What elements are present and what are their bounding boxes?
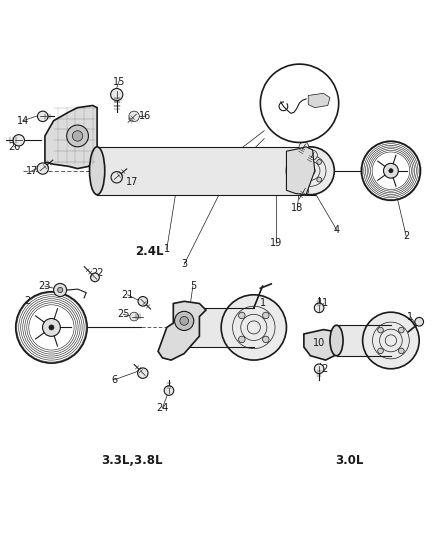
Circle shape (378, 327, 383, 333)
Circle shape (399, 348, 404, 354)
Text: 3.0L: 3.0L (336, 454, 364, 467)
Ellipse shape (330, 325, 343, 356)
Text: 2: 2 (403, 231, 409, 241)
Circle shape (38, 111, 48, 122)
Circle shape (138, 368, 148, 378)
Circle shape (314, 364, 324, 374)
Circle shape (286, 147, 334, 195)
Circle shape (13, 135, 25, 146)
Circle shape (129, 111, 139, 122)
Bar (97, 147, 315, 195)
Text: 12: 12 (317, 364, 330, 374)
Text: 2.4L: 2.4L (135, 245, 164, 258)
Circle shape (262, 336, 269, 343)
Circle shape (53, 284, 67, 296)
Polygon shape (45, 106, 97, 168)
Text: 16: 16 (139, 111, 151, 122)
Bar (176, 308, 254, 347)
Text: 1: 1 (164, 244, 170, 254)
Circle shape (363, 312, 419, 369)
Text: 15: 15 (113, 77, 125, 86)
Circle shape (308, 150, 318, 160)
Text: 14: 14 (17, 116, 29, 126)
Circle shape (378, 348, 383, 354)
Circle shape (138, 296, 148, 306)
Circle shape (319, 92, 325, 99)
Text: 20: 20 (8, 142, 21, 152)
Circle shape (130, 312, 138, 321)
Circle shape (399, 327, 404, 333)
Circle shape (317, 159, 321, 164)
Polygon shape (286, 147, 315, 195)
Circle shape (262, 312, 269, 319)
Circle shape (175, 311, 194, 330)
Text: 19: 19 (269, 238, 282, 247)
Circle shape (67, 125, 88, 147)
Circle shape (180, 317, 188, 325)
Circle shape (221, 295, 286, 360)
Circle shape (239, 312, 245, 319)
Circle shape (299, 142, 309, 151)
Text: 9: 9 (294, 72, 300, 82)
Polygon shape (158, 301, 206, 360)
Text: 9: 9 (294, 72, 300, 82)
Circle shape (299, 159, 304, 164)
Circle shape (57, 287, 63, 293)
Text: 3.3L,3.8L: 3.3L,3.8L (101, 454, 162, 467)
Circle shape (239, 336, 245, 343)
Text: 3: 3 (181, 260, 187, 269)
Text: 4: 4 (333, 224, 339, 235)
Text: 10: 10 (313, 338, 325, 348)
Circle shape (49, 325, 54, 330)
Text: 21: 21 (121, 290, 134, 300)
Circle shape (299, 177, 304, 182)
Circle shape (317, 177, 321, 182)
Circle shape (37, 163, 48, 174)
Circle shape (91, 273, 99, 282)
Circle shape (384, 163, 398, 178)
Text: 17: 17 (126, 176, 138, 187)
Circle shape (299, 186, 309, 196)
Circle shape (16, 292, 87, 363)
Text: 7: 7 (277, 103, 283, 112)
Text: 25: 25 (117, 309, 130, 319)
Ellipse shape (89, 147, 105, 195)
Circle shape (111, 88, 123, 101)
Text: 6: 6 (112, 375, 118, 385)
Polygon shape (304, 329, 341, 360)
Circle shape (111, 172, 122, 183)
Text: 17: 17 (26, 166, 38, 176)
Bar (336, 325, 391, 356)
Text: 18: 18 (291, 203, 304, 213)
Circle shape (42, 319, 60, 336)
Text: 23: 23 (39, 281, 51, 291)
Circle shape (389, 168, 393, 173)
Text: 5: 5 (190, 281, 196, 291)
Circle shape (72, 131, 83, 141)
Circle shape (260, 64, 339, 142)
Text: 2: 2 (25, 296, 31, 306)
Circle shape (415, 318, 424, 326)
Circle shape (164, 386, 174, 395)
Polygon shape (308, 93, 330, 108)
Circle shape (314, 303, 324, 313)
Text: 24: 24 (156, 403, 169, 413)
Text: 1: 1 (407, 312, 413, 321)
Circle shape (361, 141, 420, 200)
Text: 22: 22 (91, 268, 103, 278)
Text: 11: 11 (317, 298, 329, 309)
Text: 1: 1 (259, 298, 265, 309)
Text: 7: 7 (279, 104, 285, 114)
